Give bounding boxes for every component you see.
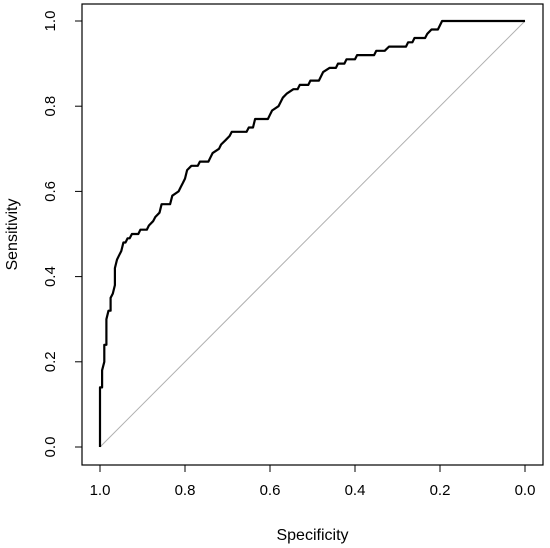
x-axis-label: Specificity (276, 527, 348, 544)
y-tick-label: 0.0 (42, 437, 59, 458)
x-tick-label: 1.0 (90, 482, 111, 499)
x-tick-label: 0.0 (515, 482, 536, 499)
y-tick-label: 0.2 (42, 351, 59, 372)
y-tick-label: 0.6 (42, 181, 59, 202)
x-tick-label: 0.6 (260, 482, 281, 499)
x-tick-label: 0.4 (345, 482, 366, 499)
x-tick-label: 0.2 (430, 482, 451, 499)
reference-diagonal-line (99, 20, 526, 448)
x-tick-label: 0.8 (175, 482, 196, 499)
roc-curve-series (98, 19, 525, 447)
axes: 1.0 0.8 0.6 0.4 0.2 0.0 0.0 0.2 0.4 0.6 0.8 1.0 (42, 11, 535, 499)
y-tick-label: 1.0 (42, 11, 59, 32)
y-axis-label: Sensitivity (4, 198, 21, 270)
y-tick-label: 0.8 (42, 96, 59, 117)
y-tick-label: 0.4 (42, 266, 59, 287)
plot-frame (81, 3, 544, 466)
